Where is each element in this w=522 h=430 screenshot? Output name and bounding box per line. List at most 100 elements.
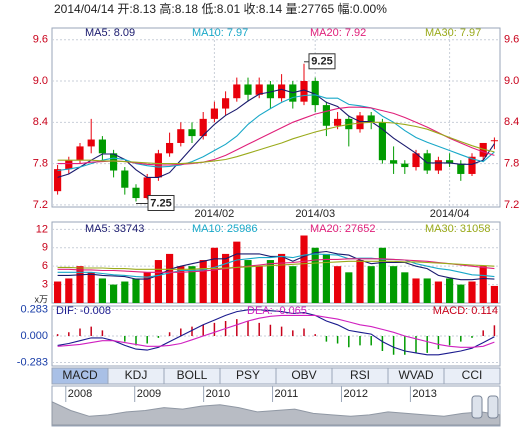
tab-label[interactable]: WVAD bbox=[398, 368, 433, 382]
legend-entry: MA30: 7.97 bbox=[425, 27, 481, 39]
x-tick-label: 2008 bbox=[68, 388, 92, 400]
annotation: 7.25 bbox=[150, 197, 171, 209]
candle-body bbox=[244, 84, 252, 95]
ma-line bbox=[57, 121, 495, 165]
unit-label: x万 bbox=[34, 294, 48, 304]
volume-bar bbox=[143, 272, 151, 303]
candle-body bbox=[311, 81, 319, 106]
scroll-handle-left[interactable] bbox=[471, 395, 483, 419]
macd-line bbox=[57, 314, 495, 348]
y-tick-label-left: 9.6 bbox=[33, 34, 48, 46]
x-tick-label: 2014/02 bbox=[195, 208, 235, 220]
legend-entry: MA20: 27652 bbox=[310, 223, 375, 235]
candle-body bbox=[390, 160, 398, 164]
legend-entry: DIF: -0.008 bbox=[56, 305, 111, 317]
legend-entry: MA10: 25986 bbox=[192, 223, 257, 235]
volume-bar bbox=[188, 266, 196, 303]
volume-bar bbox=[423, 278, 431, 303]
candle-body bbox=[490, 140, 498, 142]
y-tick-label: 9 bbox=[42, 242, 48, 254]
y-tick-label-left: 7.8 bbox=[33, 158, 48, 170]
candle-body bbox=[468, 156, 476, 174]
volume-bar bbox=[479, 266, 487, 303]
y-tick-label-right: 7.2 bbox=[504, 199, 519, 211]
candle-body bbox=[367, 115, 375, 123]
candle-body bbox=[76, 146, 84, 161]
y-tick-label-left: 9.0 bbox=[33, 75, 48, 87]
volume-bar bbox=[356, 260, 364, 303]
tab-label[interactable]: MACD bbox=[62, 368, 98, 382]
candle-body bbox=[378, 122, 386, 161]
tab-label[interactable]: BOLL bbox=[177, 368, 208, 382]
volume-bar bbox=[390, 266, 398, 303]
legend-entry: DEA: -0.065 bbox=[247, 305, 307, 317]
tab[interactable] bbox=[443, 367, 501, 385]
volume-bar bbox=[322, 253, 330, 303]
tab-label[interactable]: OBV bbox=[291, 368, 316, 382]
volume-bar bbox=[233, 241, 241, 303]
header: 2014/04/14 开:8.13 高:8.18 低:8.01 收:8.14 量… bbox=[54, 1, 387, 16]
volume-bar bbox=[311, 247, 319, 303]
candle-body bbox=[222, 98, 230, 109]
y-tick-label-right: 9.6 bbox=[504, 34, 519, 46]
candle-body bbox=[278, 84, 286, 99]
candle-body bbox=[412, 153, 420, 168]
volume-bar bbox=[154, 260, 162, 303]
volume-bar bbox=[289, 266, 297, 303]
candle-body bbox=[65, 160, 73, 170]
volume-ma-line bbox=[57, 258, 495, 273]
volume-bar bbox=[446, 278, 454, 303]
x-tick-label: 2011 bbox=[275, 388, 299, 400]
volume-bar bbox=[87, 272, 95, 303]
volume-bar bbox=[367, 266, 375, 303]
volume-bar bbox=[266, 260, 274, 303]
y-tick-label-right: 7.8 bbox=[504, 158, 519, 170]
volume-ma-line bbox=[57, 253, 495, 278]
candle-body bbox=[401, 163, 409, 168]
candle-body bbox=[300, 81, 308, 102]
tab-label[interactable]: RSI bbox=[350, 368, 370, 382]
y-tick-label: 0.283 bbox=[20, 303, 48, 315]
volume-bar bbox=[177, 266, 185, 303]
candle-body bbox=[121, 170, 129, 188]
scroll-handle-right[interactable] bbox=[487, 395, 499, 419]
volume-bar bbox=[457, 284, 465, 303]
price-panel bbox=[51, 27, 501, 208]
volume-panel bbox=[51, 221, 501, 304]
candle-body bbox=[132, 187, 140, 199]
y-tick-label: -0.283 bbox=[17, 356, 48, 368]
candle-body bbox=[166, 142, 174, 154]
volume-bar bbox=[300, 235, 308, 303]
candle-body bbox=[255, 84, 263, 95]
y-tick-label-left: 8.4 bbox=[33, 116, 48, 128]
candle-body bbox=[177, 129, 185, 143]
y-tick-label-left: 7.2 bbox=[33, 199, 48, 211]
volume-bar bbox=[244, 260, 252, 303]
legend-entry: MA30: 31058 bbox=[425, 223, 490, 235]
x-tick-label: 2010 bbox=[206, 388, 230, 400]
overview-area bbox=[51, 401, 501, 426]
candle-body bbox=[188, 129, 196, 137]
candle-body bbox=[98, 139, 106, 154]
legend-entry: MA5: 8.09 bbox=[85, 27, 135, 39]
volume-bar bbox=[210, 247, 218, 303]
tab-label[interactable]: KDJ bbox=[125, 368, 148, 382]
volume-ma-line bbox=[57, 260, 495, 270]
volume-bar bbox=[76, 266, 84, 303]
tab-label[interactable]: CCI bbox=[462, 368, 483, 382]
y-tick-label: 6 bbox=[42, 260, 48, 272]
volume-bar bbox=[278, 253, 286, 303]
volume-bar bbox=[378, 247, 386, 303]
candle-body bbox=[233, 84, 241, 99]
volume-bar bbox=[334, 266, 342, 303]
legend-entry: MA10: 7.97 bbox=[192, 27, 248, 39]
y-tick-label: 3 bbox=[42, 278, 48, 290]
ma-line bbox=[57, 88, 495, 178]
annotation-box bbox=[147, 194, 175, 211]
candle-body bbox=[54, 169, 62, 192]
tab-label[interactable]: PSY bbox=[236, 368, 260, 382]
volume-bar bbox=[345, 272, 353, 303]
volume-bar bbox=[65, 278, 73, 303]
